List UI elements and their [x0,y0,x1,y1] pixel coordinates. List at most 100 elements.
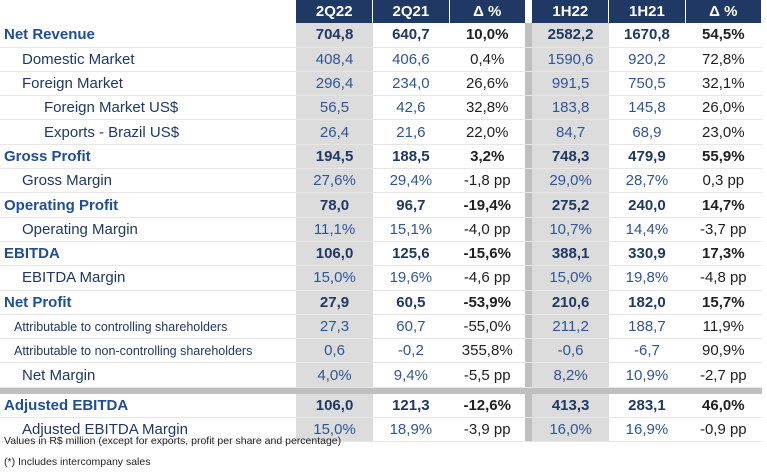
header-row: 2Q22 2Q21 Δ % 1H22 1H21 Δ % [0,0,763,24]
value-cell: 234,0 [372,71,450,97]
value-cell: -0,6 [532,338,609,364]
delta-cell: 355,8% [449,338,526,364]
value-cell: 15,0% [532,265,609,291]
row-label: Net Profit [0,290,297,315]
value-cell: 15,0% [296,265,373,291]
value-cell: 29,0% [532,168,609,194]
table-row: Operating Profit 78,0 96,7 -19,4% 275,2 240,0… [0,192,762,218]
value-cell: -6,7 [608,338,686,364]
delta-cell: -4,0 pp [449,217,526,242]
table-row: Adjusted EBITDA 106,0 121,3 -12,6% 413,3 283,… [0,393,762,419]
value-cell: 10,7% [532,217,609,242]
value-cell: 11,1% [296,217,373,242]
value-cell: 60,7 [372,314,450,340]
value-cell: 27,6% [296,168,373,194]
value-cell: 640,7 [372,23,450,48]
table-row: Net Margin 4,0% 9,4% -5,5 pp 8,2% 10,9% -2,7 p… [0,362,762,388]
delta-cell: 26,6% [449,71,526,97]
delta-cell: -1,8 pp [449,168,526,194]
value-cell: 68,9 [608,119,686,145]
value-cell: 210,6 [532,290,609,315]
table-row: Operating Margin 11,1% 15,1% -4,0 pp 10,7% 14… [0,217,762,242]
value-cell: 16,0% [532,417,609,443]
col-header-1h22: 1H22 [532,0,610,24]
value-cell: 1590,6 [532,47,609,72]
row-label: Gross Margin [0,168,297,194]
value-cell: 4,0% [296,362,373,388]
value-cell: 388,1 [532,241,609,267]
value-cell: 15,0% [296,417,373,443]
delta-cell: 55,9% [685,144,762,170]
value-cell: 330,9 [608,241,686,267]
row-label: Attributable to controlling shareholders [0,314,297,340]
table-row: EBITDA 106,0 125,6 -15,6% 388,1 330,9 17,3% [0,241,762,267]
value-cell: 748,3 [532,144,609,170]
value-cell: 84,7 [532,119,609,145]
row-label: Net Revenue [0,23,297,48]
delta-cell: -53,9% [449,290,526,315]
table-row: Exports - Brazil US$ 26,4 21,6 22,0% 84,7 68,… [0,119,762,145]
col-header-delta-h: Δ % [685,0,763,24]
value-cell: 27,3 [296,314,373,340]
delta-cell: -4,8 pp [685,265,762,291]
value-cell: 704,8 [296,23,373,48]
value-cell: 21,6 [372,119,450,145]
value-cell: 26,4 [296,119,373,145]
delta-cell: -19,4% [449,192,526,218]
row-label: EBITDA [0,241,297,267]
value-cell: 991,5 [532,71,609,97]
value-cell: 8,2% [532,362,609,388]
col-header-1h21: 1H21 [608,0,686,24]
col-header-delta-q: Δ % [449,0,526,24]
value-cell: 182,0 [608,290,686,315]
table-row: Foreign Market US$ 56,5 42,6 32,8% 183,8 145,… [0,95,762,121]
delta-cell: 0,4% [449,47,526,72]
row-label: Attributable to non-controlling sharehol… [0,338,297,364]
value-cell: 19,8% [608,265,686,291]
value-cell: 240,0 [608,192,686,218]
delta-cell: -0,9 pp [685,417,762,443]
value-cell: 2582,2 [532,23,609,48]
delta-cell: 22,0% [449,119,526,145]
value-cell: 15,1% [372,217,450,242]
delta-cell: 10,0% [449,23,526,48]
units-note: Values in R$ million (except for exports… [4,435,342,447]
delta-cell: 90,9% [685,338,762,364]
col-header-2q21: 2Q21 [372,0,450,24]
value-cell: 19,6% [372,265,450,291]
table-row: Gross Margin 27,6% 29,4% -1,8 pp 29,0% 28,7% 0… [0,168,762,194]
value-cell: 42,6 [372,95,450,121]
delta-cell: 46,0% [685,393,762,419]
financial-table: 2Q22 2Q21 Δ % 1H22 1H21 Δ % Net Revenue 7… [0,0,763,443]
value-cell: 60,5 [372,290,450,315]
delta-cell: 14,7% [685,192,762,218]
delta-cell: 72,8% [685,47,762,72]
value-cell: 16,9% [608,417,686,443]
delta-cell: -4,6 pp [449,265,526,291]
table-row: Domestic Market 408,4 406,6 0,4% 1590,6 920,2… [0,47,762,72]
delta-cell: 32,1% [685,71,762,97]
delta-cell: 11,9% [685,314,762,340]
value-cell: 183,8 [532,95,609,121]
table-row: Adjusted EBITDA Margin 15,0% 18,9% -3,9 pp 1… [0,417,762,443]
value-cell: 106,0 [296,241,373,267]
value-cell: 14,4% [608,217,686,242]
delta-cell: -3,9 pp [449,417,526,443]
value-cell: 211,2 [532,314,609,340]
delta-cell: -15,6% [449,241,526,267]
value-cell: 194,5 [296,144,373,170]
table-row: Net Profit 27,9 60,5 -53,9% 210,6 182,0 15,7% [0,290,762,315]
row-label: Foreign Market [0,71,297,97]
value-cell: 121,3 [372,393,450,419]
delta-cell: 26,0% [685,95,762,121]
row-label: Foreign Market US$ [0,95,297,121]
value-cell: 9,4% [372,362,450,388]
table-row: Attributable to non-controlling sharehol… [0,338,762,364]
row-label: Net Margin [0,362,297,388]
value-cell: 96,7 [372,192,450,218]
value-cell: 413,3 [532,393,609,419]
delta-cell: 54,5% [685,23,762,48]
row-label: Operating Margin [0,217,297,242]
value-cell: 1670,8 [608,23,686,48]
value-cell: 106,0 [296,393,373,419]
